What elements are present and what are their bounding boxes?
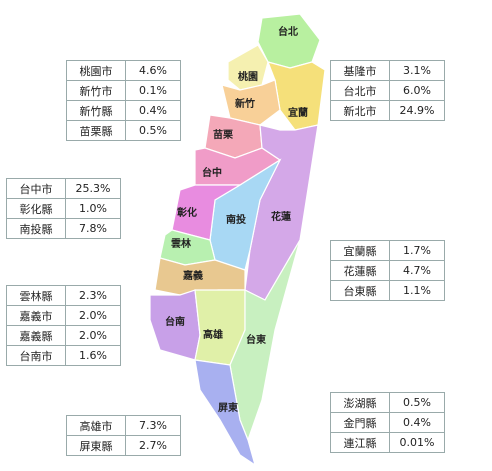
county-name: 新竹縣 [66, 100, 126, 121]
percent-value: 24.9% [389, 100, 445, 121]
percent-value: 0.5% [389, 392, 445, 413]
county-name: 新北市 [330, 100, 390, 121]
region-label: 桃園 [238, 70, 258, 83]
table-row: 台北市 6.0% [330, 80, 445, 101]
table-row: 基隆市 3.1% [330, 60, 445, 81]
percent-value: 25.3% [65, 178, 121, 199]
region-label: 新竹 [235, 97, 255, 110]
percent-value: 6.0% [389, 80, 445, 101]
table-row: 新北市 24.9% [330, 100, 445, 121]
table-row: 屏東縣 2.7% [66, 435, 181, 456]
county-name: 新竹市 [66, 80, 126, 101]
percent-value: 3.1% [389, 60, 445, 81]
table-row: 花蓮縣 4.7% [330, 260, 445, 281]
stats-table: 高雄市 7.3% 屏東縣 2.7% [66, 415, 181, 456]
county-name: 澎湖縣 [330, 392, 390, 413]
stats-table: 基隆市 3.1% 台北市 6.0% 新北市 24.9% [330, 60, 445, 121]
table-row: 苗栗縣 0.5% [66, 120, 181, 141]
stats-table: 宜蘭縣 1.7% 花蓮縣 4.7% 台東縣 1.1% [330, 240, 445, 301]
table-row: 澎湖縣 0.5% [330, 392, 445, 413]
county-name: 屏東縣 [66, 435, 126, 456]
county-name: 嘉義縣 [6, 325, 66, 346]
county-name: 金門縣 [330, 412, 390, 433]
table-row: 高雄市 7.3% [66, 415, 181, 436]
county-name: 南投縣 [6, 218, 66, 239]
county-name: 彰化縣 [6, 198, 66, 219]
percent-value: 1.0% [65, 198, 121, 219]
region-label: 台南 [165, 315, 185, 328]
table-row: 台南市 1.6% [6, 345, 121, 366]
county-name: 高雄市 [66, 415, 126, 436]
region-label: 高雄 [203, 328, 223, 341]
county-name: 雲林縣 [6, 285, 66, 306]
region-shape [194, 359, 257, 467]
table-row: 新竹縣 0.4% [66, 100, 181, 121]
percent-value: 7.3% [125, 415, 181, 436]
percent-value: 0.4% [125, 100, 181, 121]
region-shape [229, 239, 301, 442]
table-row: 連江縣 0.01% [330, 432, 445, 453]
table-row: 新竹市 0.1% [66, 80, 181, 101]
county-name: 台南市 [6, 345, 66, 366]
table-row: 雲林縣 2.3% [6, 285, 121, 306]
percent-value: 7.8% [65, 218, 121, 239]
percent-value: 2.3% [65, 285, 121, 306]
region-label: 南投 [226, 213, 246, 226]
region-label: 花蓮 [271, 210, 291, 223]
county-name: 台北市 [330, 80, 390, 101]
county-name: 宜蘭縣 [330, 240, 390, 261]
region-label: 宜蘭 [288, 106, 308, 119]
percent-value: 2.0% [65, 325, 121, 346]
percent-value: 2.0% [65, 305, 121, 326]
percent-value: 0.5% [125, 120, 181, 141]
county-name: 苗栗縣 [66, 120, 126, 141]
region-label: 苗栗 [213, 128, 233, 141]
percent-value: 4.6% [125, 60, 181, 81]
table-row: 彰化縣 1.0% [6, 198, 121, 219]
county-name: 基隆市 [330, 60, 390, 81]
table-row: 金門縣 0.4% [330, 412, 445, 433]
county-name: 台中市 [6, 178, 66, 199]
region-label: 嘉義 [182, 269, 203, 282]
region-label: 彰化 [177, 206, 197, 219]
region-label: 台中 [202, 166, 222, 179]
table-row: 嘉義縣 2.0% [6, 325, 121, 346]
percent-value: 0.1% [125, 80, 181, 101]
table-row: 台中市 25.3% [6, 178, 121, 199]
table-row: 桃園市 4.6% [66, 60, 181, 81]
percent-value: 1.7% [389, 240, 445, 261]
table-row: 宜蘭縣 1.7% [330, 240, 445, 261]
percent-value: 2.7% [125, 435, 181, 456]
region-shape [227, 44, 269, 91]
percent-value: 0.4% [389, 412, 445, 433]
region-shape [244, 124, 319, 301]
stats-table: 桃園市 4.6% 新竹市 0.1% 新竹縣 0.4% 苗栗縣 0.5% [66, 60, 181, 141]
percent-value: 1.6% [65, 345, 121, 366]
table-row: 南投縣 7.8% [6, 218, 121, 239]
county-name: 連江縣 [330, 432, 390, 453]
county-name: 台東縣 [330, 280, 390, 301]
stats-table: 台中市 25.3% 彰化縣 1.0% 南投縣 7.8% [6, 178, 121, 239]
county-name: 桃園市 [66, 60, 126, 81]
percent-value: 0.01% [389, 432, 445, 453]
table-row: 嘉義市 2.0% [6, 305, 121, 326]
table-row: 台東縣 1.1% [330, 280, 445, 301]
county-name: 嘉義市 [6, 305, 66, 326]
stats-table: 雲林縣 2.3% 嘉義市 2.0% 嘉義縣 2.0% 台南市 1.6% [6, 285, 121, 366]
stats-table: 澎湖縣 0.5% 金門縣 0.4% 連江縣 0.01% [330, 392, 445, 453]
county-name: 花蓮縣 [330, 260, 390, 281]
region-label: 雲林 [171, 237, 192, 250]
region-label: 台北 [278, 25, 298, 38]
percent-value: 4.7% [389, 260, 445, 281]
region-label: 台東 [246, 333, 266, 346]
region-label: 屏東 [217, 401, 238, 414]
percent-value: 1.1% [389, 280, 445, 301]
